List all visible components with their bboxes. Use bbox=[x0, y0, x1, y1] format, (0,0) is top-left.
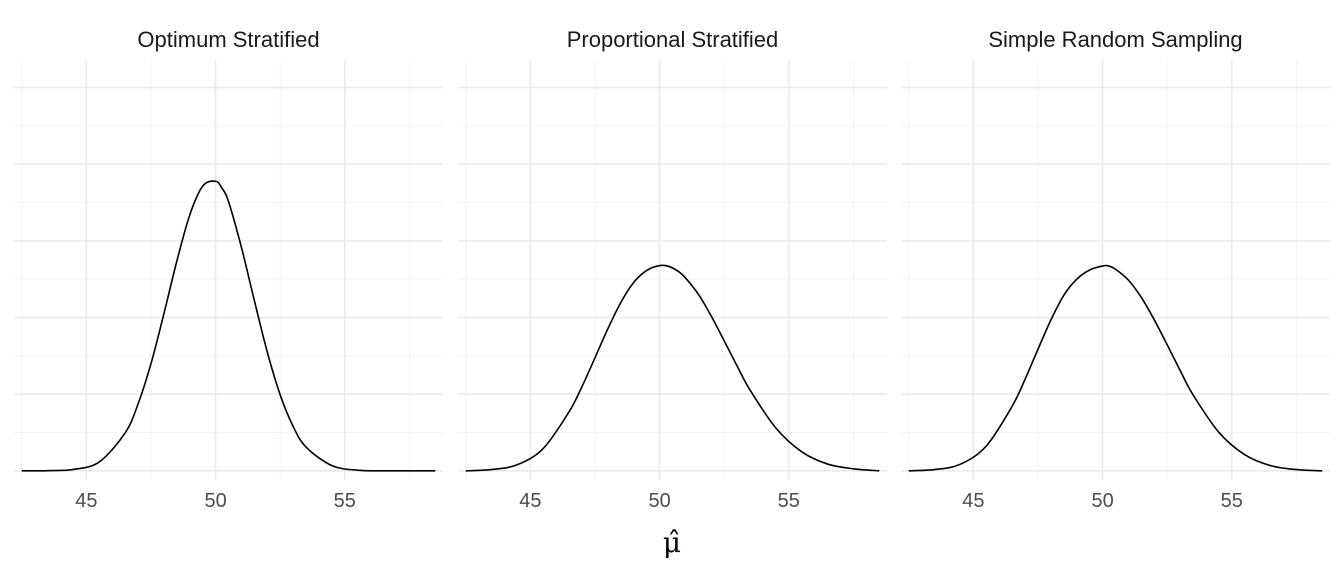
x-tick-label: 45 bbox=[519, 490, 541, 512]
x-tick-label: 45 bbox=[75, 490, 97, 512]
panel-title: Optimum Stratified bbox=[137, 27, 319, 52]
x-tick-label: 55 bbox=[778, 490, 800, 512]
x-tick-label: 50 bbox=[1091, 490, 1113, 512]
panel-2: 45 50 55 Proportional Stratified bbox=[458, 27, 887, 512]
panels-layer: 45 50 55 Optimum Stratified 45 50 55 Proportion… bbox=[14, 27, 1330, 512]
x-tick-label: 50 bbox=[204, 490, 226, 512]
x-axis-label: μ̂ bbox=[663, 526, 681, 559]
density-curve bbox=[21, 180, 436, 472]
panel-title: Proportional Stratified bbox=[567, 27, 779, 52]
x-tick-label: 55 bbox=[1221, 490, 1243, 512]
density-curve bbox=[908, 264, 1323, 472]
x-tick-label: 45 bbox=[962, 490, 984, 512]
density-curve bbox=[465, 264, 880, 472]
x-tick-label: 55 bbox=[334, 490, 356, 512]
panel-3: 45 50 55 Simple Random Sampling bbox=[901, 27, 1330, 512]
panel-1: 45 50 55 Optimum Stratified bbox=[14, 27, 443, 512]
panel-title: Simple Random Sampling bbox=[988, 27, 1242, 52]
x-tick-label: 50 bbox=[648, 490, 670, 512]
